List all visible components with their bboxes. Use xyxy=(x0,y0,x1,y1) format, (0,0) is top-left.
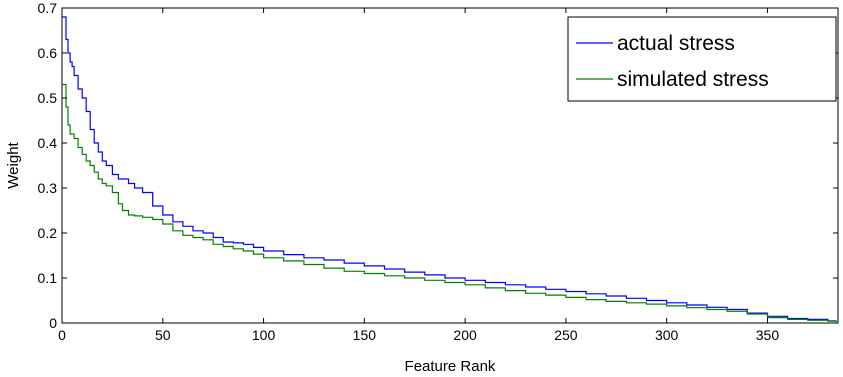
y-tick-label: 0.6 xyxy=(38,45,58,61)
legend-label-simulated-stress: simulated stress xyxy=(617,68,769,91)
series-layer xyxy=(62,16,837,323)
y-tick-label: 0.4 xyxy=(38,135,58,151)
y-tick-label: 0 xyxy=(49,315,57,331)
legend: actual stress simulated stress xyxy=(567,16,837,102)
y-tick-label: 0.2 xyxy=(38,225,58,241)
tick-layer: 0 50 100 150 200 250 300 350 0 0.1 0.2 0.3 0.4 0.5 0.6… xyxy=(38,0,838,343)
y-tick-label: 0.5 xyxy=(38,90,58,106)
series-line-actual-stress xyxy=(62,16,837,322)
x-tick-label: 0 xyxy=(58,327,66,343)
x-tick-label: 100 xyxy=(252,327,276,343)
series-line-simulated-stress xyxy=(62,83,837,323)
x-axis-label: Feature Rank xyxy=(405,358,496,375)
y-axis-label: Weight xyxy=(5,141,22,188)
y-tick-label: 0.7 xyxy=(38,0,58,16)
legend-box xyxy=(567,16,837,102)
legend-label-actual-stress: actual stress xyxy=(617,32,735,55)
x-tick-label: 300 xyxy=(655,327,679,343)
x-tick-label: 150 xyxy=(353,327,377,343)
plot-area: 0 50 100 150 200 250 300 350 0 0.1 0.2 0.3 0.4 0.5 0.6… xyxy=(38,0,839,343)
y-tick-label: 0.3 xyxy=(38,180,58,196)
x-tick-label: 250 xyxy=(554,327,578,343)
y-tick-label: 0.1 xyxy=(38,270,58,286)
x-tick-label: 50 xyxy=(155,327,171,343)
x-tick-label: 350 xyxy=(756,327,780,343)
x-tick-label: 200 xyxy=(453,327,477,343)
plot-frame xyxy=(61,7,839,324)
